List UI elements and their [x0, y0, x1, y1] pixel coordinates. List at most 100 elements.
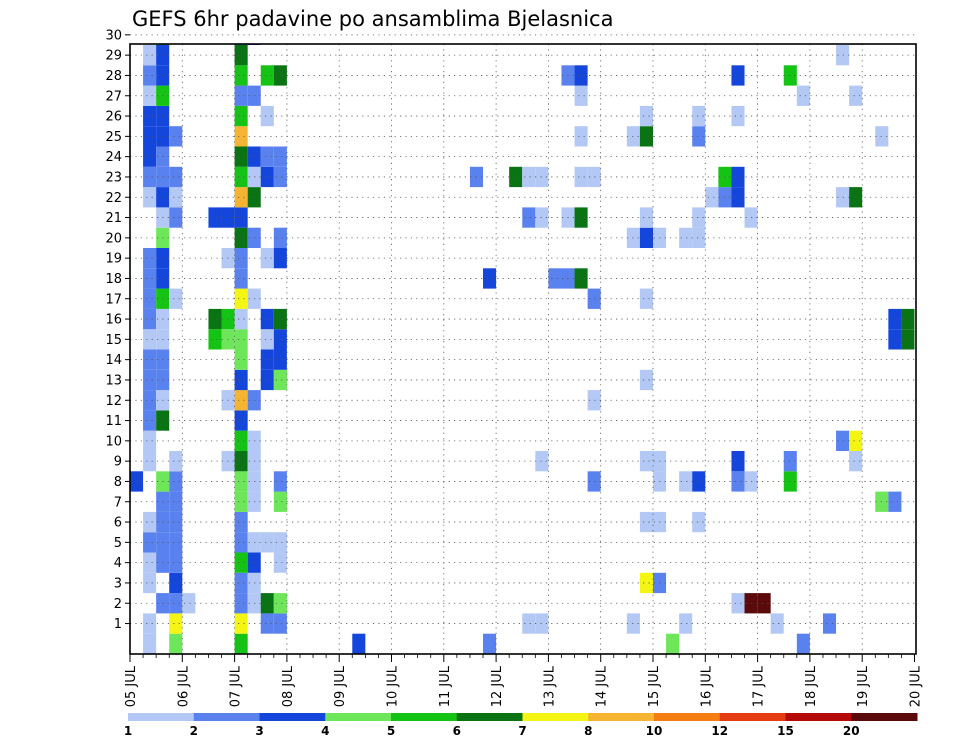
heatmap-cell — [234, 65, 248, 86]
x-tick-label: 06 JUL — [176, 665, 191, 707]
heatmap-cell — [260, 146, 274, 167]
heatmap-cell — [260, 166, 274, 188]
y-tick-label: 25 — [105, 130, 122, 145]
heatmap-cell — [143, 451, 157, 472]
heatmap-cell — [692, 511, 706, 533]
heatmap-cell — [639, 126, 653, 147]
y-tick-label: 22 — [105, 191, 122, 206]
heatmap-cell — [535, 166, 549, 188]
colorbar-label: 3 — [255, 724, 263, 738]
heatmap-cell — [639, 451, 653, 472]
heatmap-cell — [234, 329, 248, 350]
x-tick-label: 16 JUL — [699, 665, 714, 707]
heatmap-cell — [143, 633, 157, 654]
y-tick-label: 13 — [105, 373, 122, 388]
heatmap-cell — [169, 552, 183, 573]
heatmap-cell — [731, 105, 745, 127]
heatmap-cell — [169, 126, 183, 147]
heatmap-cell — [574, 65, 588, 86]
y-tick-label: 23 — [105, 170, 122, 185]
y-tick-label: 10 — [105, 434, 122, 449]
heatmap-cell — [587, 166, 601, 188]
heatmap-cell — [234, 390, 248, 411]
heatmap-cell — [849, 44, 863, 45]
heatmap-cell — [234, 633, 248, 654]
heatmap-cell — [796, 85, 810, 106]
heatmap-cell — [234, 308, 248, 330]
x-tick-label: 07 JUL — [229, 665, 244, 707]
heatmap-cell — [143, 572, 157, 594]
heatmap-cell — [234, 532, 248, 553]
heatmap-cell — [731, 187, 745, 208]
heatmap-cell — [260, 329, 274, 350]
heatmap-cell — [679, 227, 693, 248]
heatmap-cell — [574, 85, 588, 106]
y-tick-label: 27 — [105, 89, 122, 104]
heatmap-cell — [143, 511, 157, 533]
heatmap-cell — [208, 329, 222, 350]
colorbar-swatch — [259, 713, 326, 721]
y-tick-label: 11 — [105, 414, 122, 429]
heatmap-cell — [954, 329, 960, 349]
heatmap-cell — [535, 613, 549, 634]
heatmap-cell — [522, 207, 536, 228]
heatmap-cell — [731, 166, 745, 188]
heatmap-cell — [522, 613, 536, 634]
heatmap-cell — [273, 146, 287, 167]
heatmap-cell — [849, 4, 862, 24]
heatmap-cell — [169, 207, 183, 228]
heatmap-cell — [234, 430, 248, 451]
heatmap-cell — [639, 227, 653, 248]
heatmap-cell — [143, 410, 157, 431]
heatmap-cell — [757, 593, 771, 614]
heatmap-cell — [234, 288, 248, 309]
y-tick-label: 21 — [105, 211, 122, 226]
heatmap-cell — [169, 572, 183, 594]
heatmap-cell — [169, 451, 183, 472]
heatmap-cell — [705, 187, 719, 208]
colorbar-swatch — [719, 713, 786, 721]
y-tick-label: 5 — [114, 536, 122, 551]
heatmap-cell — [234, 410, 248, 431]
heatmap-cell — [260, 593, 274, 614]
heatmap-cell — [234, 105, 248, 127]
heatmap-cell — [169, 471, 183, 492]
heatmap-cell — [679, 613, 693, 634]
heatmap-cell — [169, 166, 183, 188]
heatmap-cell — [143, 329, 157, 350]
heatmap-cell — [143, 126, 157, 147]
y-tick-label: 15 — [105, 333, 122, 348]
heatmap-cell — [143, 85, 157, 106]
colorbar-label: 4 — [321, 724, 329, 738]
heatmap-cell — [169, 593, 183, 614]
heatmap-cell — [143, 390, 157, 411]
heatmap-cell — [639, 572, 653, 594]
heatmap-cell — [273, 329, 287, 350]
colorbar-label: 10 — [646, 724, 663, 738]
heatmap-cell — [143, 552, 157, 573]
colorbar: 1 2 3 4 5 6 7 8 10 12 15 20 — [124, 713, 918, 738]
colorbar-swatch — [325, 713, 392, 721]
heatmap-cell — [783, 451, 797, 472]
x-axis: 05 JUL 06 JUL 07 JUL 08 JUL 09 JUL 10 JUL 11 J… — [124, 654, 924, 707]
colorbar-label: 15 — [777, 724, 794, 738]
y-tick-label: 17 — [105, 292, 122, 307]
y-tick-label: 28 — [105, 69, 122, 84]
heatmap-cell — [260, 65, 274, 86]
heatmap-cell — [849, 85, 863, 106]
heatmap-cell — [234, 451, 248, 472]
heatmap-cell — [731, 65, 745, 86]
heatmap-cell — [836, 45, 850, 66]
x-tick-label: 09 JUL — [333, 665, 348, 707]
heatmap-cell — [954, 309, 960, 329]
heatmap-cell — [169, 511, 183, 533]
colorbar-swatch — [851, 713, 918, 721]
colorbar-swatch — [654, 713, 721, 721]
y-tick-label: 20 — [105, 231, 122, 246]
heatmap-cell — [234, 146, 248, 167]
heatmap-cell — [587, 471, 601, 492]
heatmap-cell — [143, 248, 157, 269]
heatmap-cell — [731, 471, 745, 492]
heatmap-cell — [234, 45, 248, 66]
